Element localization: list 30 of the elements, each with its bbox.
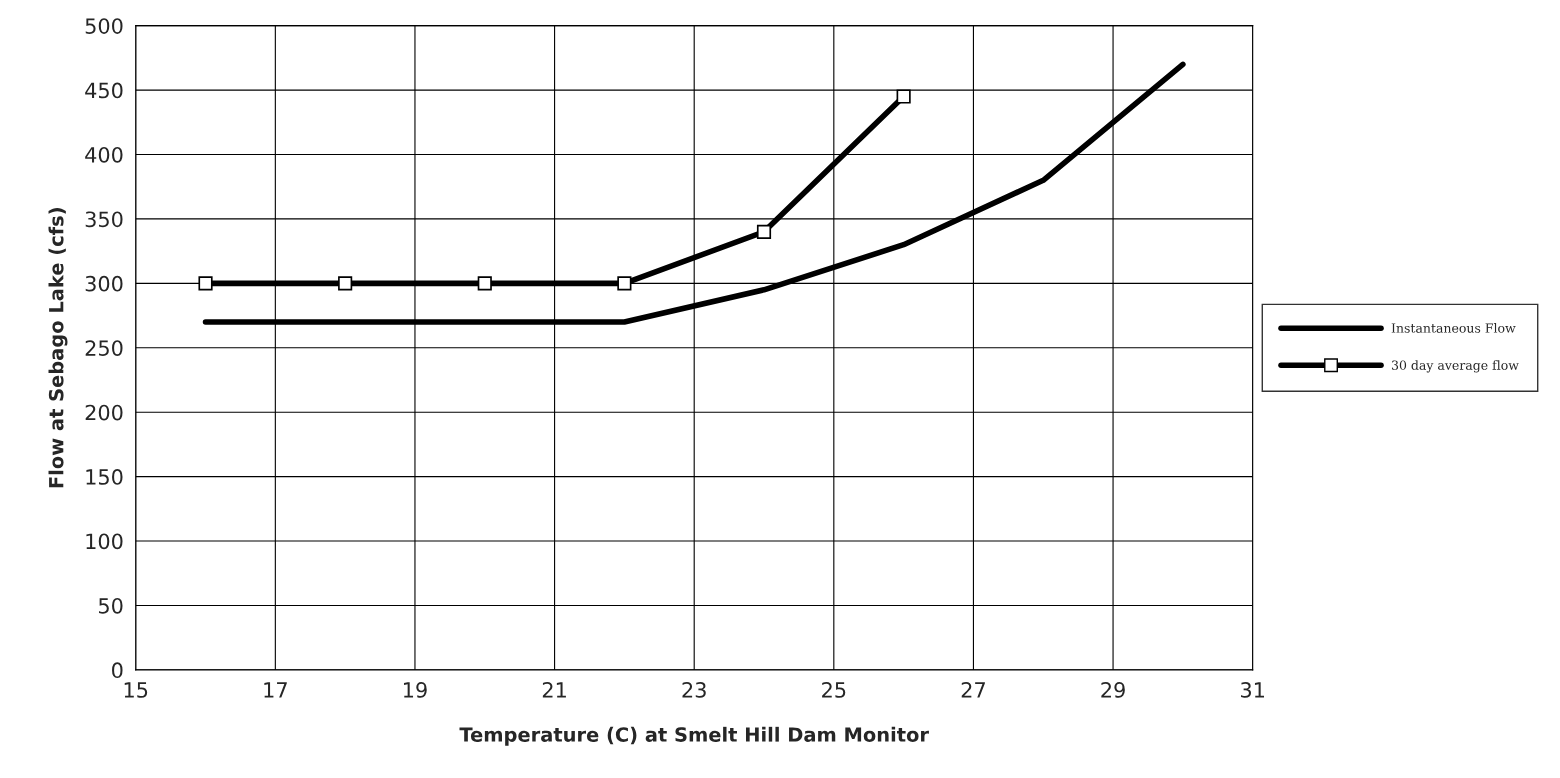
- x-tick-label: 17: [264, 682, 287, 698]
- x-tick-label: 15: [124, 682, 148, 698]
- y-tick-label: 500: [85, 18, 123, 34]
- y-tick-label: 150: [86, 469, 123, 485]
- x-tick-label: 21: [542, 682, 566, 698]
- x-tick-label: 23: [682, 682, 706, 698]
- y-tick-label: 350: [85, 211, 123, 228]
- y-tick-label: 100: [86, 533, 123, 550]
- point: [477, 276, 492, 291]
- x-tick-label: 19: [403, 682, 427, 698]
- y-tick-label: 50: [99, 597, 123, 614]
- y-tick-label: 200: [85, 404, 123, 421]
- x-tick-label: 27: [961, 682, 985, 698]
- point: [756, 224, 772, 239]
- x-tick-label: 31: [1241, 682, 1265, 698]
- y-tick-label: 400: [85, 146, 123, 163]
- x-axis-title: Temperature (C) at Smelt Hill Dam Monitor: [459, 726, 929, 746]
- text: Instantaneous Flow: [1391, 323, 1516, 333]
- y-axis-title: Flow at Sebago Lake (cfs): [48, 208, 68, 488]
- x-tick-label: 29: [1101, 682, 1125, 698]
- point: [198, 276, 213, 291]
- y-tick-label: 450: [85, 82, 123, 99]
- text: 30 day average flow: [1391, 360, 1519, 373]
- point: [617, 276, 632, 291]
- y-tick-label: 300: [85, 275, 123, 292]
- x-tick-label: 25: [822, 682, 846, 698]
- y-tick-label: 0: [112, 662, 123, 679]
- point: [338, 276, 353, 291]
- y-tick-label: 250: [85, 340, 123, 356]
- point: [896, 89, 911, 104]
